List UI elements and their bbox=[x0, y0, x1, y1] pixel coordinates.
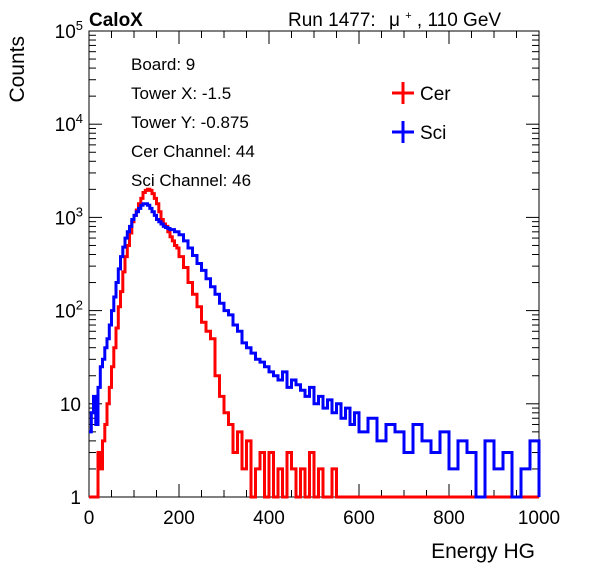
y-tick-label: 105 bbox=[55, 18, 83, 43]
experiment-label: CaloX bbox=[89, 10, 143, 31]
run-label: Run 1477: μ + , 110 GeV bbox=[288, 3, 501, 31]
legend: Cer Sci bbox=[392, 82, 451, 144]
x-tick-label: 1000 bbox=[518, 508, 560, 529]
tower-x-label: Tower X: -1.5 bbox=[131, 84, 231, 103]
y-tick-label: 10 bbox=[60, 395, 81, 416]
series-line-cer bbox=[89, 187, 539, 499]
series-line-sci bbox=[89, 202, 541, 499]
board-label: Board: 9 bbox=[131, 55, 195, 74]
y-tick-label: 104 bbox=[55, 111, 83, 136]
info-box: Board: 9 Tower X: -1.5 Tower Y: -0.875 C… bbox=[131, 55, 255, 190]
legend-label-cer: Cer bbox=[420, 84, 451, 105]
x-tick-label: 200 bbox=[163, 508, 195, 529]
y-axis-title: Counts bbox=[6, 36, 29, 103]
y-tick-label: 1 bbox=[70, 488, 81, 509]
beam-charge: + bbox=[405, 10, 411, 22]
tower-y-label: Tower Y: -0.875 bbox=[131, 113, 249, 132]
y-tick-label: 103 bbox=[55, 204, 83, 229]
legend-label-sci: Sci bbox=[420, 123, 446, 144]
series-layer bbox=[89, 187, 541, 499]
x-tick-label: 600 bbox=[343, 508, 375, 529]
sci-channel-label: Sci Channel: 46 bbox=[131, 171, 251, 190]
y-tick-label: 102 bbox=[55, 298, 83, 323]
cer-channel-label: Cer Channel: 44 bbox=[131, 142, 255, 161]
beam-energy: , 110 GeV bbox=[417, 10, 501, 31]
x-tick-label: 400 bbox=[253, 508, 285, 529]
x-tick-label: 0 bbox=[84, 508, 95, 529]
axis-ticks: 0 200 400 600 800 1000 1 10 102 103 104 105 bbox=[55, 18, 561, 529]
beam-particle: μ bbox=[389, 10, 400, 31]
run-number: Run 1477: bbox=[288, 10, 376, 31]
x-axis-title: Energy HG bbox=[431, 540, 535, 563]
x-tick-label: 800 bbox=[433, 508, 465, 529]
